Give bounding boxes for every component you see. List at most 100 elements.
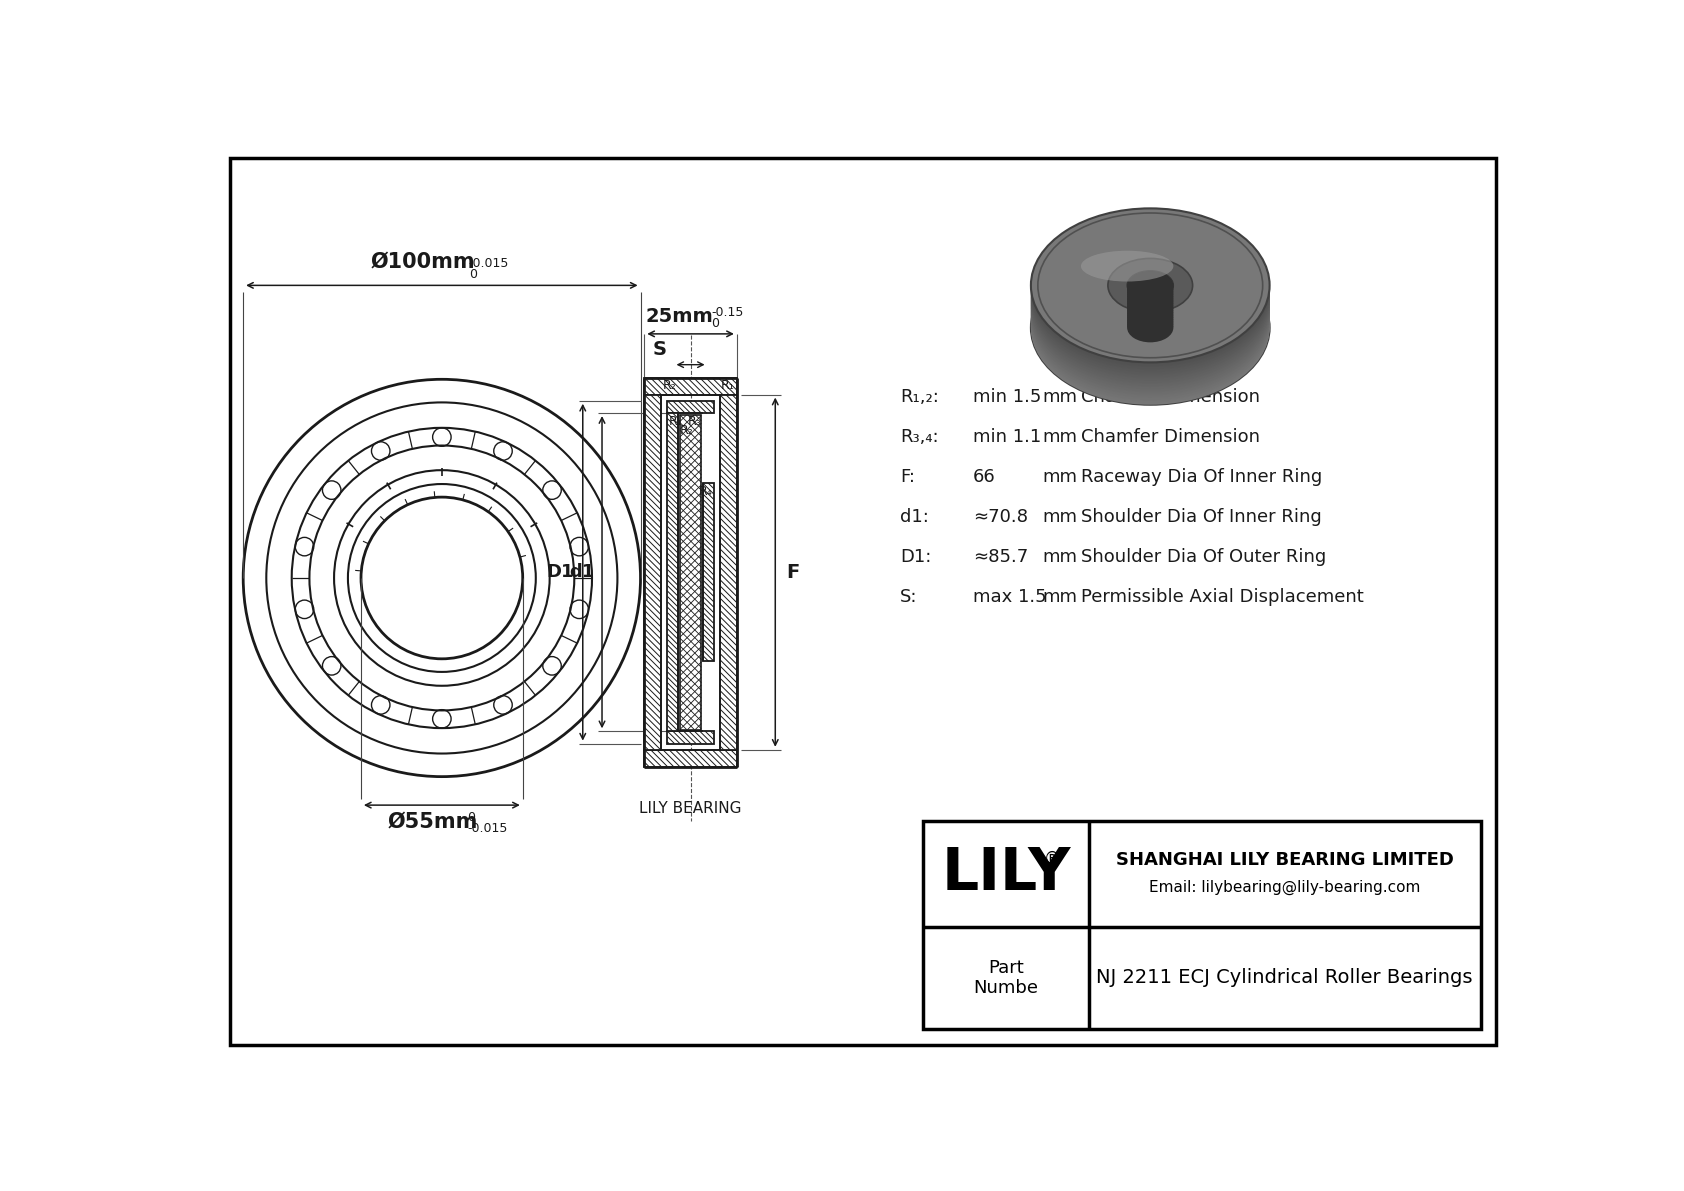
Ellipse shape — [1031, 245, 1270, 399]
Bar — [923, 821, 1480, 1029]
Ellipse shape — [1031, 231, 1270, 385]
Text: NJ 2211 ECJ Cylindrical Roller Bearings: NJ 2211 ECJ Cylindrical Roller Bearings — [1096, 968, 1474, 987]
Ellipse shape — [1031, 233, 1270, 387]
Bar — [702, 484, 714, 661]
Ellipse shape — [1031, 249, 1270, 404]
Text: Shoulder Dia Of Outer Ring: Shoulder Dia Of Outer Ring — [1081, 548, 1327, 566]
Ellipse shape — [1031, 220, 1270, 374]
Text: mm: mm — [1042, 548, 1078, 566]
Text: 0: 0 — [466, 811, 475, 824]
Text: R₂: R₂ — [680, 424, 694, 437]
Ellipse shape — [1031, 211, 1270, 364]
Text: mm: mm — [1042, 468, 1078, 486]
Ellipse shape — [1031, 249, 1270, 403]
Ellipse shape — [1031, 232, 1270, 386]
Ellipse shape — [1081, 251, 1174, 281]
Text: R₁: R₁ — [669, 414, 682, 428]
Text: Ø100mm: Ø100mm — [370, 251, 475, 272]
Text: Email: lilybearing@lily-bearing.com: Email: lilybearing@lily-bearing.com — [1148, 880, 1420, 896]
Bar — [679, 413, 702, 731]
Ellipse shape — [1127, 276, 1174, 305]
Ellipse shape — [1031, 233, 1270, 388]
Ellipse shape — [1127, 301, 1174, 331]
Ellipse shape — [1031, 251, 1270, 405]
Ellipse shape — [1127, 274, 1174, 303]
Text: d1:: d1: — [899, 509, 930, 526]
Ellipse shape — [1127, 270, 1174, 300]
Text: D1: D1 — [546, 563, 574, 581]
Text: ≈85.7: ≈85.7 — [973, 548, 1029, 566]
Ellipse shape — [1031, 239, 1270, 393]
Ellipse shape — [1031, 238, 1270, 392]
Ellipse shape — [1123, 311, 1177, 345]
Ellipse shape — [1127, 279, 1174, 307]
Ellipse shape — [1031, 250, 1270, 404]
Text: 66: 66 — [973, 468, 995, 486]
Ellipse shape — [1031, 225, 1270, 379]
Text: -0.15: -0.15 — [711, 306, 744, 319]
Text: min 1.1: min 1.1 — [973, 428, 1041, 447]
Ellipse shape — [1031, 248, 1270, 401]
Ellipse shape — [1127, 288, 1174, 317]
Ellipse shape — [1127, 299, 1174, 329]
Text: LILY BEARING: LILY BEARING — [640, 802, 743, 816]
Ellipse shape — [1127, 289, 1174, 319]
Ellipse shape — [1031, 224, 1270, 378]
Ellipse shape — [1031, 244, 1270, 398]
Text: mm: mm — [1042, 588, 1078, 606]
Ellipse shape — [1031, 216, 1270, 369]
Ellipse shape — [1031, 247, 1270, 400]
Ellipse shape — [1031, 230, 1270, 384]
Ellipse shape — [1031, 239, 1270, 394]
Ellipse shape — [1031, 216, 1270, 370]
Text: R₃,₄:: R₃,₄: — [899, 428, 938, 447]
Ellipse shape — [1031, 219, 1270, 373]
Text: 25mm: 25mm — [645, 307, 712, 326]
Ellipse shape — [1127, 283, 1174, 312]
Ellipse shape — [1031, 247, 1270, 401]
Bar — [719, 394, 738, 749]
Ellipse shape — [1031, 217, 1270, 370]
Text: mm: mm — [1042, 428, 1078, 447]
Text: S: S — [653, 339, 667, 358]
Ellipse shape — [1031, 210, 1270, 363]
Text: ®: ® — [1044, 849, 1061, 867]
Ellipse shape — [1127, 286, 1174, 314]
Text: min 1.5: min 1.5 — [973, 388, 1041, 406]
Text: ≈70.8: ≈70.8 — [973, 509, 1029, 526]
Bar — [680, 414, 701, 730]
Ellipse shape — [1031, 212, 1270, 366]
Text: SHANGHAI LILY BEARING LIMITED: SHANGHAI LILY BEARING LIMITED — [1116, 850, 1453, 868]
Ellipse shape — [1127, 281, 1174, 310]
Ellipse shape — [1031, 213, 1270, 368]
Ellipse shape — [1031, 238, 1270, 392]
Ellipse shape — [1031, 218, 1270, 372]
Text: LILY: LILY — [941, 846, 1071, 902]
Bar — [667, 401, 714, 413]
Ellipse shape — [1031, 210, 1270, 364]
Text: Chamfer Dimension: Chamfer Dimension — [1081, 388, 1260, 406]
Bar — [667, 731, 714, 743]
Ellipse shape — [1031, 236, 1270, 389]
Text: F:: F: — [899, 468, 914, 486]
Text: Ø55mm: Ø55mm — [387, 811, 478, 831]
Ellipse shape — [1031, 218, 1270, 373]
Ellipse shape — [1127, 294, 1174, 324]
Bar — [645, 749, 738, 767]
Bar — [667, 413, 679, 731]
Ellipse shape — [1127, 304, 1174, 333]
Ellipse shape — [1108, 258, 1192, 312]
Text: R₁,₂:: R₁,₂: — [899, 388, 940, 406]
Ellipse shape — [1031, 242, 1270, 395]
Text: R₂: R₂ — [663, 380, 677, 392]
Ellipse shape — [1031, 243, 1270, 397]
Text: 0: 0 — [468, 268, 477, 281]
Ellipse shape — [1031, 227, 1270, 381]
Ellipse shape — [1031, 222, 1270, 375]
Ellipse shape — [1031, 242, 1270, 397]
Ellipse shape — [1127, 272, 1174, 301]
Ellipse shape — [1031, 231, 1270, 386]
Text: Shoulder Dia Of Inner Ring: Shoulder Dia Of Inner Ring — [1081, 509, 1322, 526]
Ellipse shape — [1031, 251, 1270, 405]
Bar — [645, 378, 738, 394]
